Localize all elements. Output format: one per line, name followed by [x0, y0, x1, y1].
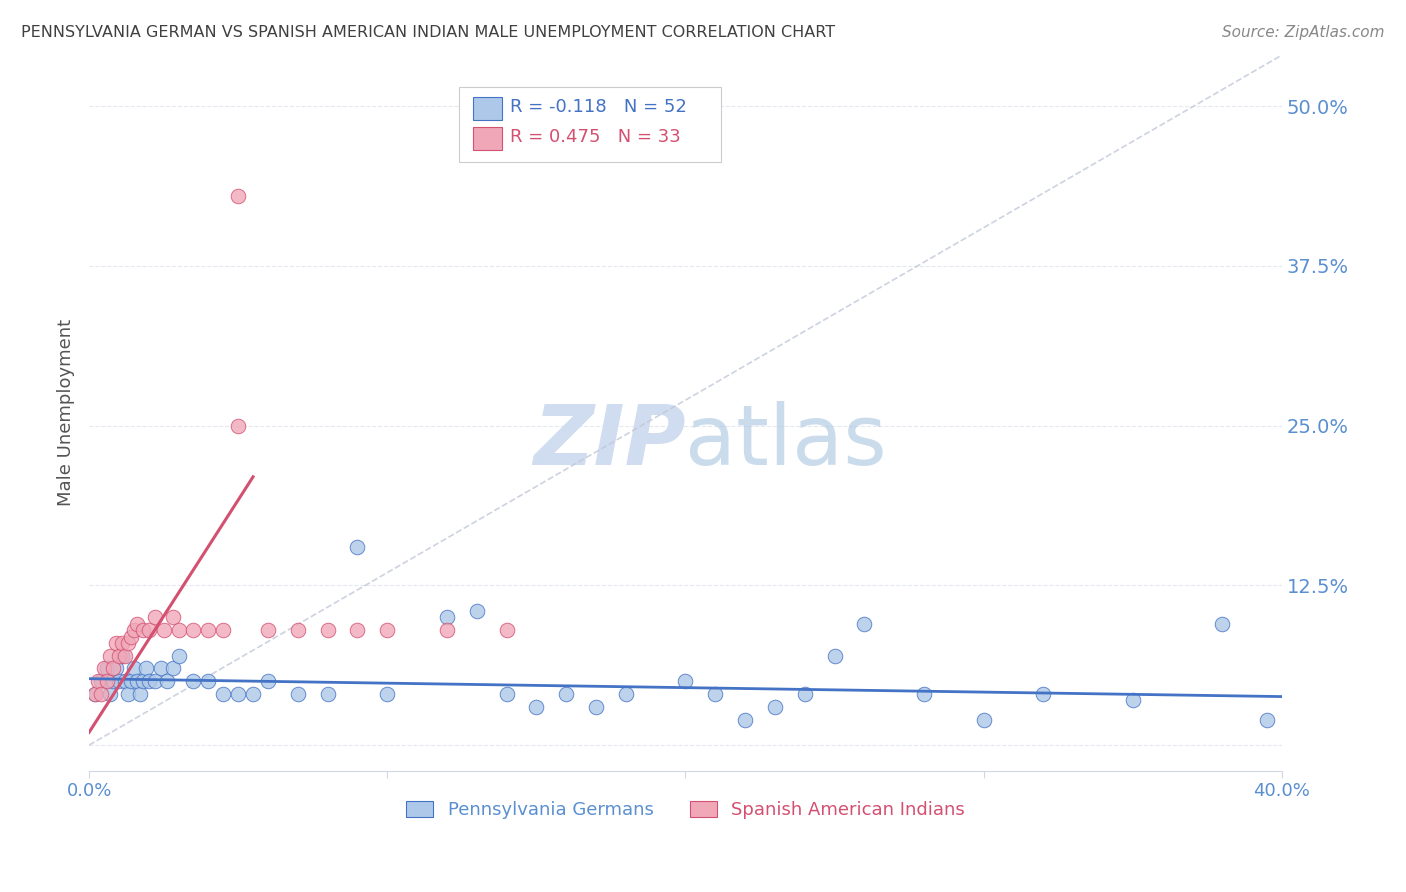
Point: [108, 648, 131, 663]
Point: [167, 623, 190, 637]
Point: [436, 610, 458, 624]
Point: [132, 674, 155, 689]
Point: [555, 687, 578, 701]
Point: [155, 674, 177, 689]
Point: [436, 623, 458, 637]
Point: [316, 623, 339, 637]
Point: [152, 623, 174, 637]
Point: [614, 687, 637, 701]
Point: [90, 687, 112, 701]
Point: [704, 687, 727, 701]
Point: [226, 418, 249, 433]
Point: [1122, 693, 1144, 707]
Point: [585, 699, 607, 714]
Point: [111, 636, 134, 650]
Point: [495, 623, 517, 637]
Point: [197, 674, 219, 689]
Point: [114, 674, 136, 689]
Y-axis label: Male Unemployment: Male Unemployment: [58, 319, 75, 507]
Point: [287, 623, 309, 637]
Text: R = 0.475   N = 33: R = 0.475 N = 33: [510, 128, 681, 145]
Point: [183, 623, 205, 637]
Point: [104, 661, 127, 675]
Point: [84, 687, 107, 701]
Point: [104, 636, 127, 650]
Point: [212, 687, 235, 701]
Point: [125, 674, 148, 689]
Point: [973, 713, 995, 727]
Point: [114, 648, 136, 663]
Point: [132, 623, 155, 637]
Point: [162, 610, 184, 624]
Point: [117, 636, 139, 650]
Point: [96, 661, 118, 675]
Point: [149, 661, 172, 675]
Point: [143, 610, 166, 624]
Point: [257, 674, 280, 689]
Point: [1211, 616, 1233, 631]
Point: [853, 616, 876, 631]
Point: [84, 687, 107, 701]
Point: [108, 674, 131, 689]
Legend: Pennsylvania Germans, Spanish American Indians: Pennsylvania Germans, Spanish American I…: [399, 793, 972, 826]
Point: [138, 623, 160, 637]
Point: [167, 648, 190, 663]
Text: ZIP: ZIP: [533, 401, 686, 482]
Text: Source: ZipAtlas.com: Source: ZipAtlas.com: [1222, 25, 1385, 40]
Text: PENNSYLVANIA GERMAN VS SPANISH AMERICAN INDIAN MALE UNEMPLOYMENT CORRELATION CHA: PENNSYLVANIA GERMAN VS SPANISH AMERICAN …: [21, 25, 835, 40]
Point: [734, 713, 756, 727]
FancyBboxPatch shape: [458, 87, 721, 162]
Point: [138, 674, 160, 689]
Point: [912, 687, 935, 701]
Point: [793, 687, 815, 701]
Point: [93, 661, 115, 675]
Point: [90, 674, 112, 689]
Point: [375, 623, 398, 637]
Point: [226, 687, 249, 701]
Point: [316, 687, 339, 701]
Point: [257, 623, 280, 637]
Point: [242, 687, 264, 701]
Point: [197, 623, 219, 637]
Text: R = -0.118   N = 52: R = -0.118 N = 52: [510, 97, 688, 116]
Point: [675, 674, 697, 689]
Point: [375, 687, 398, 701]
Point: [824, 648, 846, 663]
Point: [101, 661, 124, 675]
Point: [96, 674, 118, 689]
Point: [135, 661, 157, 675]
Point: [128, 687, 150, 701]
Point: [122, 623, 145, 637]
Point: [162, 661, 184, 675]
Point: [101, 674, 124, 689]
Point: [763, 699, 786, 714]
Point: [346, 540, 368, 554]
Point: [346, 623, 368, 637]
Point: [465, 604, 488, 618]
Point: [98, 648, 121, 663]
Point: [183, 674, 205, 689]
Point: [212, 623, 235, 637]
Point: [143, 674, 166, 689]
FancyBboxPatch shape: [474, 96, 502, 120]
Point: [120, 674, 142, 689]
Point: [117, 687, 139, 701]
Point: [111, 648, 134, 663]
Point: [1032, 687, 1054, 701]
FancyBboxPatch shape: [474, 127, 502, 150]
Point: [287, 687, 309, 701]
Point: [125, 616, 148, 631]
Point: [524, 699, 547, 714]
Point: [120, 630, 142, 644]
Point: [1256, 713, 1278, 727]
Point: [495, 687, 517, 701]
Point: [226, 188, 249, 202]
Point: [87, 674, 110, 689]
Point: [122, 661, 145, 675]
Text: atlas: atlas: [686, 401, 887, 482]
Point: [98, 687, 121, 701]
